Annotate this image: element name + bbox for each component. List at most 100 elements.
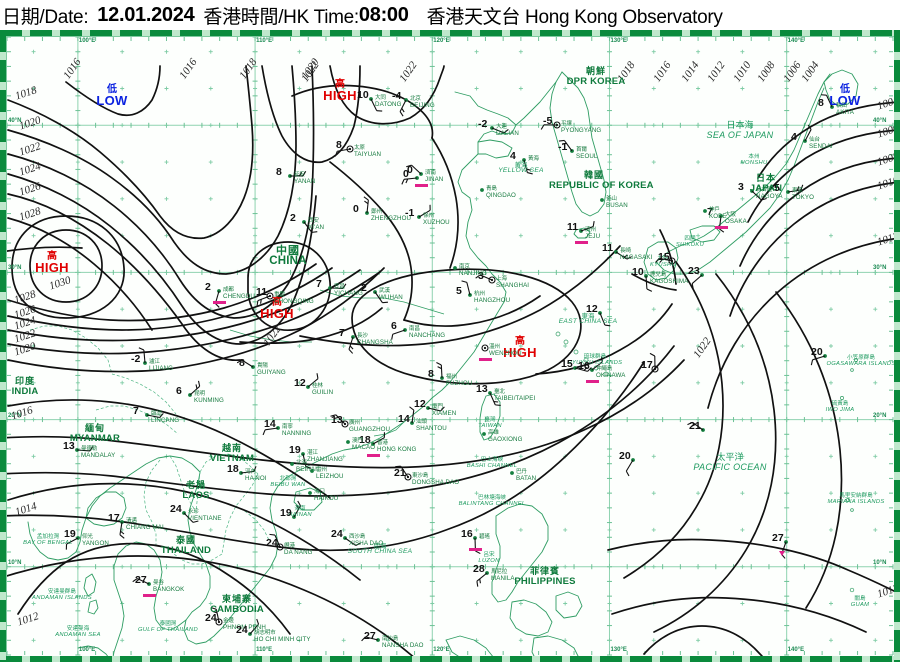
geo-label: 緬甸 MYANMAR	[50, 425, 140, 444]
city-label-cn: 濟州	[585, 227, 596, 233]
city-label-cn: 溫州	[489, 344, 500, 350]
station-value: -2	[478, 118, 488, 130]
pressure-centre-cn: 高	[47, 251, 57, 262]
geo-label-en: VIETNAM	[209, 453, 255, 464]
city-label-en: OKINAWA	[596, 371, 626, 379]
city-label-en: YANAN	[294, 177, 316, 185]
geo-label: 朝鮮 DPR KOREA	[551, 68, 641, 87]
front-symbol	[715, 226, 728, 229]
geo-label: 關島 GUAM	[815, 596, 900, 608]
city-label-en: LINCANG	[151, 416, 180, 424]
station-value: 11	[256, 286, 268, 298]
city-label: 南昌 NANCHANG	[409, 326, 445, 339]
lat-label-left-30: 30°N	[8, 265, 22, 272]
pressure-centre-low: 低 LOW	[94, 85, 130, 108]
station-value: 18	[359, 434, 371, 446]
geo-label: 菲律賓 PHILIPPINES	[500, 568, 590, 587]
lat-label-left-40: 40°N	[8, 118, 22, 125]
lon-label-bottom-100: 100°E	[78, 647, 96, 653]
city-label: 長沙 CHANGSHA	[357, 333, 393, 346]
geo-label-cn: 泰國	[175, 536, 196, 546]
city-label-en: JINAN	[425, 175, 444, 183]
geo-label-en: ANDAMAN SEA	[55, 631, 101, 638]
city-label: 桂林 GUILIN	[312, 383, 333, 396]
city-label-en: CHIANG MAI	[126, 523, 164, 531]
geo-label: 九州 KYUSHU	[618, 256, 708, 268]
city-label: 碧瑤	[479, 534, 490, 541]
station-value: 4	[510, 150, 516, 162]
geo-label: 太平洋 PACIFIC OCEAN	[685, 454, 775, 472]
geo-label-en: JAPAN	[749, 183, 783, 194]
geo-label-en: EAST CHINA SEA	[558, 318, 618, 326]
city-label-cn: 徐州	[423, 213, 434, 219]
city-label: 汕頭 SHANTOU	[416, 419, 447, 432]
city-label-en: CHONGQING	[274, 297, 314, 305]
city-label: 仙台 SENDAI	[809, 137, 833, 150]
city-label-en: MANILA	[491, 574, 515, 582]
border-bottom	[0, 656, 900, 662]
city-label-en: NANJING	[459, 269, 487, 277]
station-value: 7	[316, 278, 322, 290]
station-value: 18	[227, 463, 239, 475]
city-label: 南寧 NANNING	[282, 424, 311, 437]
geo-label-en: LAOS	[182, 490, 210, 501]
station-value: 23	[688, 265, 700, 277]
city-label-en: ZHENGZHOU	[371, 214, 412, 222]
station-value: 7	[339, 327, 345, 339]
geo-label-en: IWO JIMA	[825, 406, 855, 413]
city-label: 黃海	[528, 156, 539, 163]
geo-label-cn: 呂宋	[483, 552, 495, 558]
city-label-cn: 南昌	[409, 326, 420, 332]
city-label-cn: 長沙	[357, 333, 368, 339]
station-value: -1	[558, 141, 568, 153]
geo-label-cn: 日本	[755, 174, 776, 184]
pressure-centre-high: 高 HIGH	[502, 337, 538, 360]
city-label: 清邁 CHIANG MAI	[126, 518, 164, 531]
city-label-en: GAOXIONG	[488, 435, 523, 443]
geo-label-en: MYANMAR	[69, 433, 121, 444]
city-label: 首爾 SEOUL	[576, 147, 598, 160]
geo-label-cn: 海南	[294, 506, 306, 512]
city-label-cn: 釜山	[606, 196, 617, 202]
station-value: 5	[456, 285, 462, 297]
front-symbol	[575, 241, 588, 244]
geo-label: 日本海 SEA OF JAPAN	[695, 122, 785, 140]
city-label: 鄭州 ZHENGZHOU	[371, 209, 412, 222]
border-left	[0, 30, 6, 662]
city-label: 永珍 VIENTIANE	[188, 509, 222, 522]
city-label-cn: 馬尼拉	[491, 569, 508, 575]
geo-label-cn: 巴林塘海峽	[478, 495, 506, 501]
city-label: 東沙島 DONGSHA DAO	[412, 473, 459, 486]
city-label-cn: 西沙島	[349, 534, 366, 540]
city-label-cn: 沖繩島	[596, 366, 613, 372]
station-value: 8	[336, 139, 342, 151]
station-value: 20	[811, 346, 823, 358]
city-label-en: SEOUL	[576, 152, 598, 160]
station-value: 17	[641, 359, 653, 371]
city-label-en: DA NANG	[284, 548, 313, 556]
city-label-cn: 東沙島	[412, 473, 429, 479]
city-label: 北京 BEIJING	[410, 96, 435, 109]
city-label-cn: 大連	[496, 124, 507, 130]
city-label-cn: 峴港	[284, 543, 295, 549]
city-label-en: JEJU	[585, 232, 601, 240]
city-label-cn: 曼德勒	[81, 446, 98, 452]
city-label-en: BEIJING	[410, 101, 435, 109]
pressure-centre-en: HIGH	[260, 306, 294, 321]
geo-label: 黃海 YELLOW SEA	[476, 162, 566, 175]
station-value: 0	[407, 164, 413, 176]
city-label-cn: 平壤	[561, 121, 572, 127]
geo-label-cn: 東海	[581, 312, 595, 320]
front-symbol	[367, 454, 380, 457]
city-label-cn: 大同	[375, 95, 386, 101]
geo-label-cn: 孟加拉灣	[36, 534, 60, 540]
station-value: 27	[772, 532, 784, 544]
geo-label-cn: 琉球群島	[583, 354, 607, 360]
city-label-en: NAGOYA	[756, 192, 783, 200]
pressure-centre-en: HIGH	[323, 88, 357, 103]
city-label: 雷州 LEIZHOU	[316, 467, 344, 480]
city-label-cn: 秋田	[836, 103, 847, 109]
station-value: 7	[133, 405, 139, 417]
city-label-cn: 北海	[296, 460, 307, 466]
city-label-cn: 仙台	[809, 137, 820, 143]
